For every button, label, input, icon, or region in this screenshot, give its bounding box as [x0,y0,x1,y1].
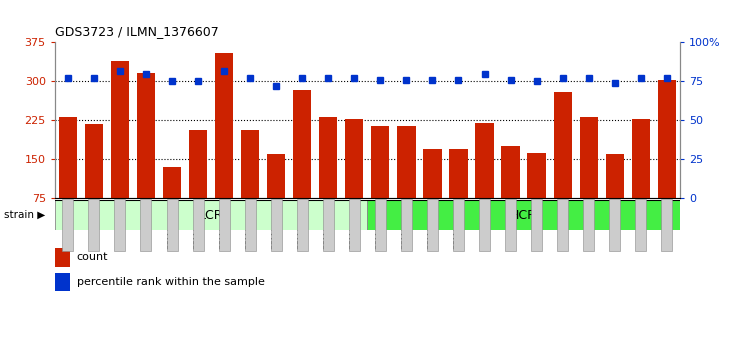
Text: percentile rank within the sample: percentile rank within the sample [77,277,265,287]
Bar [55,200,367,230]
Bar [632,119,650,198]
Bar [189,130,207,198]
Bar [293,90,311,198]
Bar [450,149,468,198]
Bar [241,130,260,198]
Text: strain ▶: strain ▶ [4,210,45,220]
Text: GDS3723 / ILMN_1376607: GDS3723 / ILMN_1376607 [55,25,219,38]
Bar [55,273,70,291]
Bar [58,117,77,198]
Bar [553,92,572,198]
Bar [475,123,493,198]
Bar [605,154,624,198]
Bar [367,200,680,230]
Bar [528,153,546,198]
Bar [397,126,415,198]
Bar [163,167,181,198]
Bar [501,146,520,198]
Bar [137,73,155,198]
Text: count: count [77,252,108,262]
Bar [371,126,390,198]
Text: HCR: HCR [510,209,537,222]
Bar [215,53,233,198]
Bar [55,248,70,267]
Bar [319,117,338,198]
Bar [85,124,103,198]
Bar [345,119,363,198]
Text: LCR: LCR [199,209,224,222]
Bar [423,149,442,198]
Bar [658,80,676,198]
Bar [111,61,129,198]
Bar [267,154,285,198]
Bar [580,117,598,198]
